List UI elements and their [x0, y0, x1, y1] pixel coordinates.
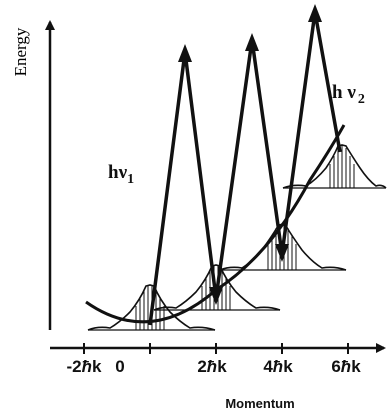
x-axis-title: Momentum: [225, 396, 294, 411]
arrowhead-up: [245, 33, 259, 51]
momentum-distribution-2: [219, 223, 347, 271]
photon-label-1: hν1: [108, 162, 134, 187]
photon-transitions: [148, 11, 342, 326]
x-tick-label: 6ħk: [331, 357, 361, 376]
arrowhead-up: [308, 4, 322, 22]
axes: [45, 20, 386, 354]
y-axis-title: Energy: [11, 27, 30, 76]
transition-path-1: [148, 11, 342, 326]
x-tick-label: 2ħk: [197, 357, 227, 376]
x-tick-label: 4ħk: [263, 357, 293, 376]
momentum-distributions: [87, 144, 387, 331]
arrowhead-down: [275, 244, 289, 262]
x-tick-labels: -2ħk 0 2ħk 4ħk 6ħk: [67, 357, 362, 376]
momentum-distribution-1: [153, 264, 281, 311]
x-tick-label: 0: [115, 357, 124, 376]
transition-arrowheads: [178, 4, 322, 305]
axis-ticks: [83, 343, 349, 354]
arrowhead-up: [178, 44, 192, 62]
arrowhead-down: [209, 287, 223, 305]
momentum-distribution-0: [87, 284, 216, 331]
x-tick-label: -2ħk: [67, 357, 103, 376]
